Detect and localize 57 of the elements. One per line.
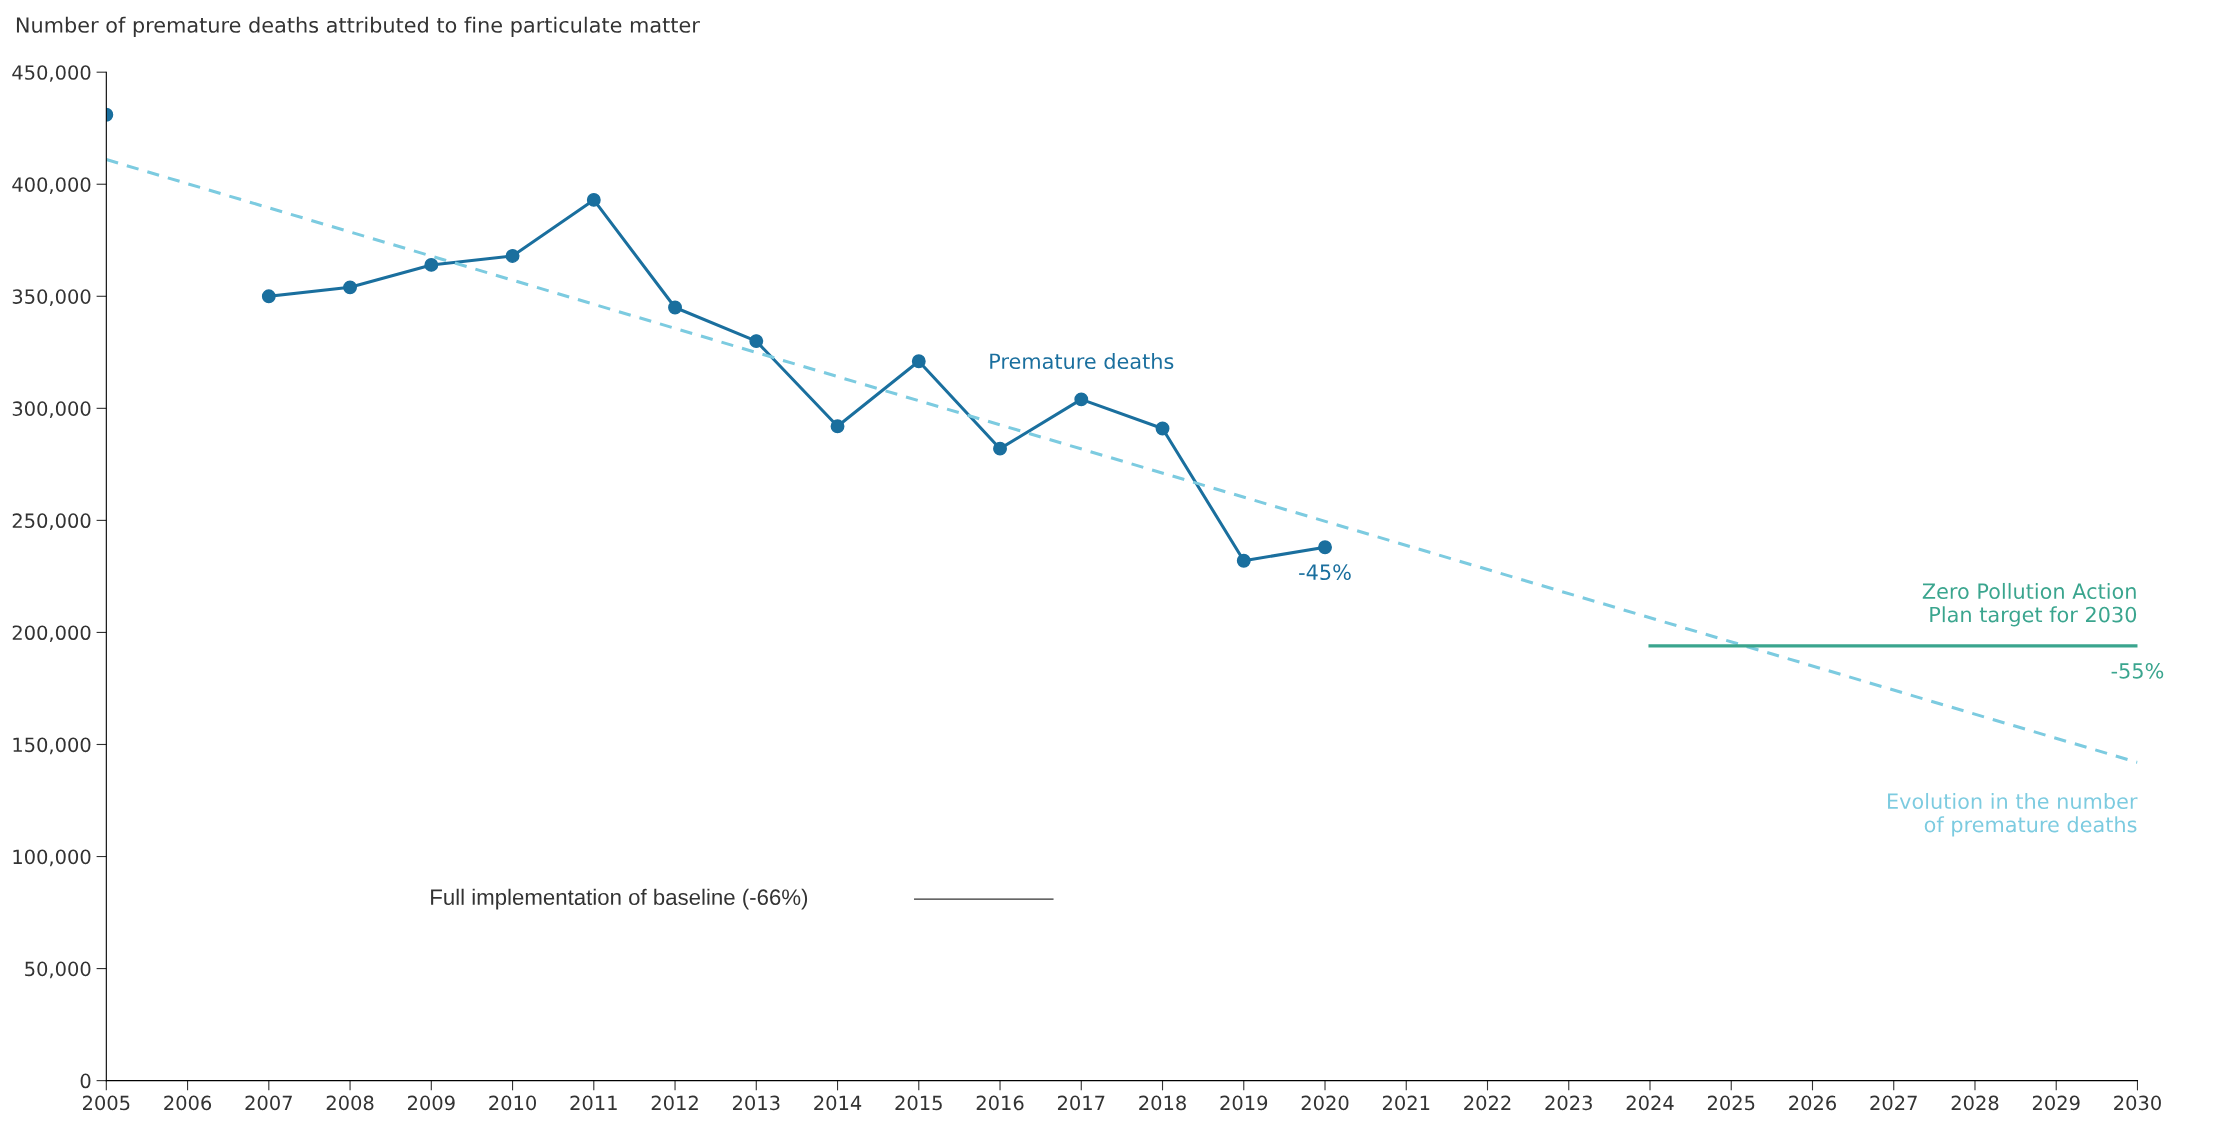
x-tick-label: 2016: [976, 1095, 1024, 1111]
x-tick-label: 2007: [245, 1095, 292, 1111]
series-label: Zero Pollution Action Plan target for 2030: [1922, 582, 2137, 627]
point: [1155, 421, 1170, 436]
y-tick-label: 50,000: [25, 961, 91, 979]
x-tick-label: 2028: [1951, 1095, 1999, 1111]
point: [911, 354, 926, 369]
point: [749, 334, 764, 349]
x-tick-label: 2013: [732, 1095, 780, 1111]
x-tick-label: 2006: [164, 1095, 212, 1111]
annotation: Full implementation of baseline (-66%): [431, 888, 808, 910]
point: [1318, 540, 1332, 555]
y-tick-label: 350,000: [12, 289, 91, 306]
point: [668, 300, 682, 315]
x-tick-label: 2008: [326, 1095, 374, 1111]
y-tick-label: 450,000: [12, 65, 91, 82]
point: [586, 192, 601, 207]
y-tick-label: 0: [80, 1073, 91, 1089]
annotation: -45%: [1299, 564, 1351, 581]
x-tick-label: 2011: [570, 1095, 617, 1111]
x-tick-label: 2010: [489, 1095, 536, 1111]
point: [343, 280, 358, 295]
series-label: Premature deaths: [990, 352, 1174, 370]
point: [505, 249, 520, 263]
x-tick-label: 2023: [1545, 1095, 1592, 1111]
x-tick-label: 2026: [1789, 1095, 1837, 1111]
annotation: -55%: [2111, 662, 2164, 679]
x-tick-label: 2009: [407, 1095, 455, 1111]
y-tick-label: 300,000: [12, 401, 91, 418]
x-tick-label: 2005: [83, 1095, 130, 1111]
series-label: Evolution in the number of premature deaths: [1888, 792, 2138, 837]
point: [1074, 392, 1089, 407]
x-tick-label: 2017: [1057, 1095, 1105, 1111]
y-tick-label: 100,000: [13, 849, 91, 867]
x-tick-label: 2022: [1464, 1095, 1511, 1111]
x-tick-label: 2020: [1301, 1095, 1349, 1111]
x-tick-label: 2021: [1382, 1095, 1430, 1111]
y-tick-label: 400,000: [12, 177, 91, 194]
y-tick-label: 200,000: [12, 625, 91, 643]
x-tick-label: 2029: [2032, 1095, 2080, 1111]
x-tick-label: 2012: [651, 1095, 698, 1111]
x-tick-label: 2015: [895, 1095, 942, 1111]
point: [830, 419, 845, 434]
y-tick-label: 250,000: [12, 513, 91, 531]
x-tick-label: 2019: [1220, 1095, 1268, 1111]
x-tick-label: 2018: [1139, 1095, 1186, 1111]
y-tick-label: 150,000: [13, 737, 91, 755]
x-tick-label: 2030: [2114, 1095, 2161, 1111]
y-axis-title: Number of premature deaths attributed to fine particulate matter: [16, 16, 700, 37]
point: [1236, 553, 1251, 568]
point: [993, 441, 1007, 456]
point: [261, 289, 276, 304]
x-tick-label: 2024: [1626, 1095, 1674, 1111]
point: [424, 257, 439, 272]
x-tick-label: 2025: [1707, 1095, 1755, 1111]
x-tick-label: 2014: [814, 1095, 862, 1111]
x-tick-label: 2027: [1870, 1095, 1917, 1111]
